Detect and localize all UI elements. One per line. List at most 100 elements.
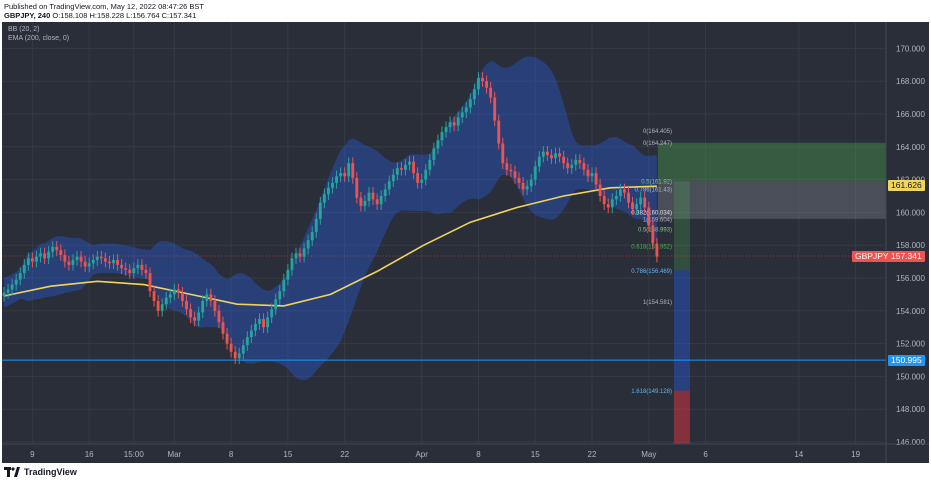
candle — [99, 250, 103, 265]
fib-level-label: 0.786(161.43) — [635, 187, 672, 193]
candle-body — [35, 256, 38, 262]
candle — [318, 196, 322, 225]
candle — [30, 252, 34, 268]
candle — [217, 305, 221, 329]
candle — [404, 159, 407, 176]
time-tick-label: 9 — [30, 450, 35, 459]
ema-200-line — [3, 185, 657, 307]
candle — [371, 186, 375, 206]
candle-body — [448, 122, 452, 128]
candle-body — [176, 289, 180, 293]
candle-body — [172, 289, 176, 295]
time-tick-label: Mar — [167, 450, 181, 459]
candle-body — [217, 310, 221, 323]
candle — [635, 198, 639, 215]
candle-body — [205, 294, 209, 301]
ohlc-values: O:158.108 H:158.228 L:156.764 C:157.341 — [52, 11, 197, 20]
candle-body — [241, 345, 245, 354]
candle-body — [225, 333, 229, 344]
price-chart[interactable]: 0(164.247) 0.5(161.92) 0.382(160.034)1(159… — [2, 22, 929, 463]
fib-level-label: 0.5(161.92) — [641, 179, 672, 185]
candle-body — [55, 246, 59, 251]
candle-body — [306, 240, 310, 249]
candle-body — [152, 291, 156, 301]
candle-body — [355, 177, 359, 198]
fib-level-label: 0.618(157.952) — [631, 244, 672, 250]
stop-zone — [657, 180, 886, 219]
chart-pane[interactable]: 0(164.247) 0.5(161.92) 0.382(160.034) 1(159… — [2, 22, 929, 463]
candle-body — [432, 148, 436, 160]
candle — [249, 324, 253, 343]
symbol-timeframe[interactable]: GBPJPY, 240 — [4, 11, 51, 20]
candle — [375, 193, 379, 210]
candle-body — [574, 159, 578, 165]
candle — [185, 295, 188, 315]
candle — [310, 226, 314, 247]
candle — [525, 180, 529, 196]
candle-body — [120, 264, 124, 269]
candle — [614, 190, 618, 206]
candle-body — [371, 192, 375, 200]
candle-body — [14, 279, 18, 285]
candle — [501, 137, 505, 169]
candle — [14, 273, 18, 291]
candle-body — [464, 107, 468, 113]
candle — [132, 262, 136, 279]
candle-body — [181, 292, 184, 301]
candle — [331, 177, 334, 194]
symbol-info: GBPJPY, 240 O:158.108 H:158.228 L:156.76… — [4, 11, 196, 20]
time-tick-label: 8 — [229, 450, 234, 459]
candle — [108, 255, 111, 269]
candle-body — [71, 259, 75, 265]
candle-body — [456, 117, 460, 126]
fib-column-red — [674, 390, 690, 444]
candle-body — [631, 202, 634, 210]
candle-body — [359, 197, 363, 206]
candle — [43, 247, 46, 265]
time-tick-label: 15:00 — [124, 450, 145, 459]
candle — [586, 164, 590, 183]
candle-body — [164, 297, 168, 305]
fib-column-green — [674, 181, 690, 271]
candle-body — [444, 127, 448, 133]
candle — [71, 254, 75, 271]
candle — [136, 259, 140, 274]
price-tick-label: 150.000 — [896, 372, 925, 381]
candle — [379, 190, 383, 210]
price-tag-support: 150.995 — [888, 354, 925, 366]
indicator-bollinger-label[interactable]: BB (20, 2) — [8, 26, 40, 33]
candle — [152, 285, 156, 307]
candle — [193, 311, 197, 327]
candle-body — [290, 258, 294, 270]
candle — [436, 134, 440, 155]
candle-body — [140, 264, 144, 270]
candle-body — [79, 256, 83, 262]
candle — [387, 175, 391, 196]
candle-body — [582, 163, 586, 170]
candle-body — [395, 168, 399, 175]
candle — [237, 347, 241, 365]
time-tick-label: 15 — [283, 450, 292, 459]
candle — [266, 311, 270, 333]
tradingview-logo[interactable]: TradingView — [4, 467, 77, 477]
candle-body — [83, 261, 87, 267]
tradingview-logo-icon — [4, 467, 20, 477]
candle-body — [298, 253, 302, 257]
candle-body — [635, 204, 639, 210]
candle — [627, 186, 630, 209]
candle — [221, 316, 225, 340]
candle — [67, 255, 71, 271]
indicator-ema-label[interactable]: EMA (200, close, 0) — [8, 35, 70, 42]
candle-body — [618, 189, 622, 196]
candle-body — [529, 179, 533, 187]
candle-body — [416, 173, 420, 183]
candle-body — [136, 264, 140, 269]
candle — [464, 101, 468, 119]
candle — [124, 262, 128, 276]
candle — [172, 283, 176, 301]
time-tick-label: 8 — [476, 450, 481, 459]
candle-body — [590, 173, 594, 177]
candle — [355, 172, 359, 204]
candle — [574, 154, 578, 171]
candle — [156, 295, 160, 317]
